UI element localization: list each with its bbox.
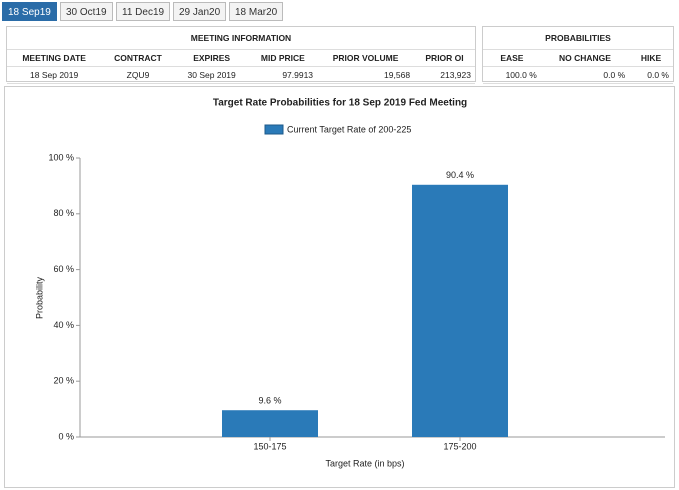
cell: 0.0 % — [629, 66, 673, 84]
probabilities-table: PROBABILITIES EASE NO CHANGE HIKE 100.0 % 0.0… — [483, 27, 673, 84]
data-label: 90.4 % — [446, 170, 474, 180]
data-label: 9.6 % — [258, 396, 281, 406]
x-tick-label: 175-200 — [443, 441, 476, 451]
title-row: PROBABILITIES — [483, 27, 673, 50]
column-header: HIKE — [629, 49, 673, 67]
cell: 30 Sep 2019 — [174, 66, 249, 84]
legend-label: Current Target Rate of 200-225 — [287, 124, 411, 134]
column-header: MID PRICE — [248, 49, 318, 67]
y-tick-label: 20 % — [53, 376, 74, 386]
title-row: MEETING INFORMATION — [7, 27, 475, 50]
legend-swatch — [264, 124, 284, 135]
column-header: CONTRACT — [101, 49, 175, 67]
data-row: 18 Sep 2019 ZQU9 30 Sep 2019 97.9913 19,568 2… — [7, 66, 475, 84]
cell: ZQU9 — [101, 66, 175, 84]
bar — [412, 184, 508, 437]
cell: 100.0 % — [483, 66, 541, 84]
table-title: MEETING INFORMATION — [7, 27, 475, 50]
header-row: MEETING DATE CONTRACT EXPIRES MID PRICE PRIO… — [7, 49, 475, 67]
y-tick-label: 0 % — [58, 431, 74, 441]
table-title: PROBABILITIES — [483, 27, 673, 50]
x-axis-label: Target Rate (in bps) — [325, 458, 404, 468]
tab[interactable]: 30 Oct19 — [60, 2, 113, 21]
y-tick-label: 80 % — [53, 208, 74, 218]
tab[interactable]: 11 Dec19 — [116, 2, 171, 21]
column-header: NO CHANGE — [540, 49, 630, 67]
probabilities-box: PROBABILITIES EASE NO CHANGE HIKE 100.0 % 0.0… — [482, 26, 674, 84]
y-tick-label: 40 % — [53, 320, 74, 330]
cell: 18 Sep 2019 — [7, 66, 102, 84]
column-header: PRIOR VOLUME — [317, 49, 415, 67]
meeting-info-table: MEETING INFORMATION MEETING DATE CONTRACT E… — [7, 27, 475, 84]
chart-title: Target Rate Probabilities for 18 Sep 201… — [213, 98, 467, 109]
tab[interactable]: 29 Jan20 — [173, 2, 227, 21]
column-header: EXPIRES — [174, 49, 249, 67]
y-tick-label: 60 % — [53, 264, 74, 274]
chart-panel — [4, 86, 675, 488]
y-axis-label: Probability — [34, 276, 44, 319]
tab[interactable]: 18 Sep19 — [2, 2, 57, 21]
column-header: EASE — [483, 49, 541, 67]
bar — [222, 410, 318, 437]
meeting-info-box: MEETING INFORMATION MEETING DATE CONTRACT E… — [6, 26, 476, 84]
data-row: 100.0 % 0.0 % 0.0 % — [483, 66, 673, 84]
cell: 213,923 — [414, 66, 475, 84]
header-row: EASE NO CHANGE HIKE — [483, 49, 673, 67]
cell: 97.9913 — [248, 66, 318, 84]
cell: 0.0 % — [540, 66, 630, 84]
column-header: MEETING DATE — [7, 49, 102, 67]
x-tick-label: 150-175 — [253, 441, 286, 451]
column-header: PRIOR OI — [414, 49, 475, 67]
tab[interactable]: 18 Mar20 — [229, 2, 284, 21]
y-tick-label: 100 % — [48, 152, 74, 162]
cell: 19,568 — [317, 66, 415, 84]
